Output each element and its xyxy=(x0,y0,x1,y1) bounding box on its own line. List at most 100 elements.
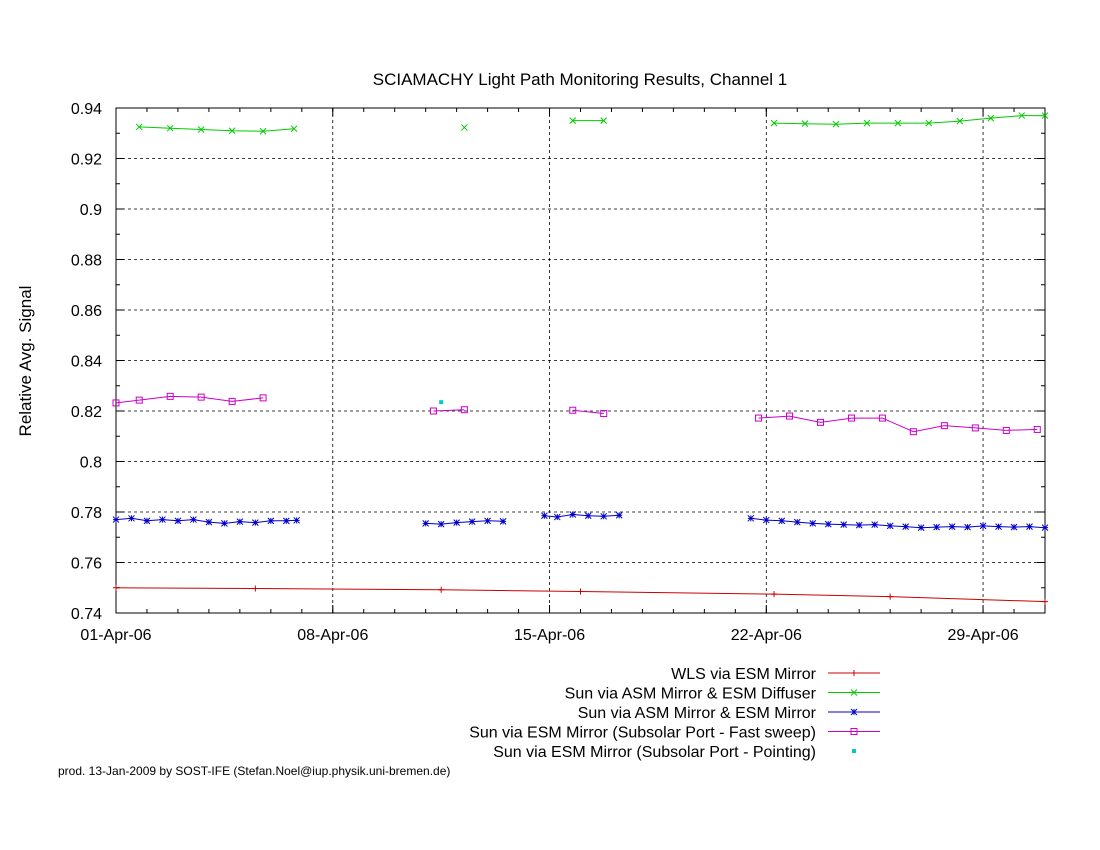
data-point xyxy=(453,519,460,526)
data-point xyxy=(925,119,933,127)
y-tick-label: 0.86 xyxy=(71,303,102,320)
series-line xyxy=(758,415,1038,433)
y-tick-label: 0.8 xyxy=(80,455,102,472)
series-line xyxy=(115,395,264,404)
data-point xyxy=(197,126,205,133)
data-point xyxy=(863,119,871,127)
data-point xyxy=(762,516,770,524)
data-point xyxy=(940,422,948,430)
data-point xyxy=(190,516,197,523)
data-point xyxy=(541,512,548,520)
data-point xyxy=(429,407,437,415)
legend-marker xyxy=(851,670,857,676)
x-tick-label: 01-Apr-06 xyxy=(80,627,151,644)
data-point xyxy=(600,410,608,418)
data-point xyxy=(1042,598,1048,605)
data-point xyxy=(484,517,491,525)
data-point xyxy=(259,127,267,135)
data-point xyxy=(267,517,275,525)
x-tick-label: 22-Apr-06 xyxy=(731,627,802,644)
data-point xyxy=(887,593,894,600)
data-point xyxy=(770,119,778,127)
data-point xyxy=(902,523,910,530)
data-point xyxy=(987,114,995,122)
data-point xyxy=(112,399,120,407)
series-line xyxy=(572,409,604,414)
data-point xyxy=(600,117,608,124)
y-tick-label: 0.74 xyxy=(71,606,102,623)
series-4 xyxy=(112,392,1041,436)
data-point xyxy=(1041,112,1049,119)
data-point xyxy=(1033,425,1041,433)
data-point xyxy=(569,117,577,124)
y-tick-label: 0.92 xyxy=(71,152,102,169)
data-point xyxy=(816,418,824,426)
y-axis-label: Relative Avg. Signal xyxy=(16,286,35,437)
data-point xyxy=(228,127,236,135)
legend-label: Sun via ASM Mirror & ESM Diffuser xyxy=(565,686,817,703)
legend-label: Sun via ESM Mirror (Subsolar Port - Poin… xyxy=(493,744,816,761)
series-layer xyxy=(112,112,1049,605)
series-line xyxy=(773,115,1045,125)
y-tick-label: 0.84 xyxy=(71,354,102,371)
axis-ticks: 0.74 0.76 0.78 0.8 0.82 0.84 0.86 0.88 0.9 0.92 0.… xyxy=(71,101,1045,644)
series-5 xyxy=(439,400,444,405)
y-tick-label: 0.88 xyxy=(71,253,102,270)
data-point xyxy=(282,517,290,525)
data-point xyxy=(166,124,174,132)
data-point xyxy=(786,412,794,420)
data-point xyxy=(553,513,561,521)
legend-marker xyxy=(852,749,856,753)
data-point xyxy=(128,514,135,522)
data-point xyxy=(979,522,987,530)
data-point xyxy=(948,523,956,530)
data-point xyxy=(569,406,577,414)
legend-label: WLS via ESM Mirror xyxy=(671,666,817,683)
data-point xyxy=(871,521,879,528)
data-point xyxy=(293,516,300,524)
series-line xyxy=(425,520,504,525)
data-point xyxy=(252,585,259,592)
data-point xyxy=(577,588,584,595)
data-point xyxy=(755,414,763,422)
data-point xyxy=(259,394,267,402)
data-point xyxy=(290,125,298,133)
series-line xyxy=(139,126,295,132)
grid xyxy=(116,108,1045,613)
x-tick-label: 15-Apr-06 xyxy=(514,627,585,644)
data-point xyxy=(236,518,244,525)
data-point xyxy=(205,518,213,526)
y-tick-label: 0.82 xyxy=(71,404,102,421)
data-point xyxy=(460,406,468,414)
data-point xyxy=(917,524,925,532)
data-point xyxy=(909,428,917,436)
y-tick-label: 0.78 xyxy=(71,505,102,522)
data-point xyxy=(886,522,894,530)
series-1 xyxy=(113,584,1048,605)
series-line xyxy=(433,409,465,412)
data-point xyxy=(499,517,507,525)
data-point xyxy=(112,516,120,523)
chart-title: SCIAMACHY Light Path Monitoring Results,… xyxy=(373,70,788,89)
data-point xyxy=(855,521,863,529)
data-point xyxy=(143,517,151,525)
data-point xyxy=(847,414,855,422)
data-point xyxy=(832,120,840,128)
data-point xyxy=(228,397,236,405)
data-point xyxy=(793,518,801,526)
series-3 xyxy=(112,511,1049,532)
data-point xyxy=(840,521,848,528)
data-point xyxy=(221,520,228,527)
data-point xyxy=(438,586,445,593)
data-point xyxy=(747,514,755,522)
series-2 xyxy=(135,112,1049,135)
data-point xyxy=(569,511,577,518)
data-point xyxy=(824,520,832,528)
y-tick-label: 0.9 xyxy=(80,202,102,219)
data-point xyxy=(439,400,444,405)
data-point xyxy=(1026,523,1033,530)
data-point xyxy=(461,124,468,131)
legend: WLS via ESM Mirror Sun via ASM Mirror & E… xyxy=(469,666,880,761)
data-point xyxy=(995,523,1002,530)
